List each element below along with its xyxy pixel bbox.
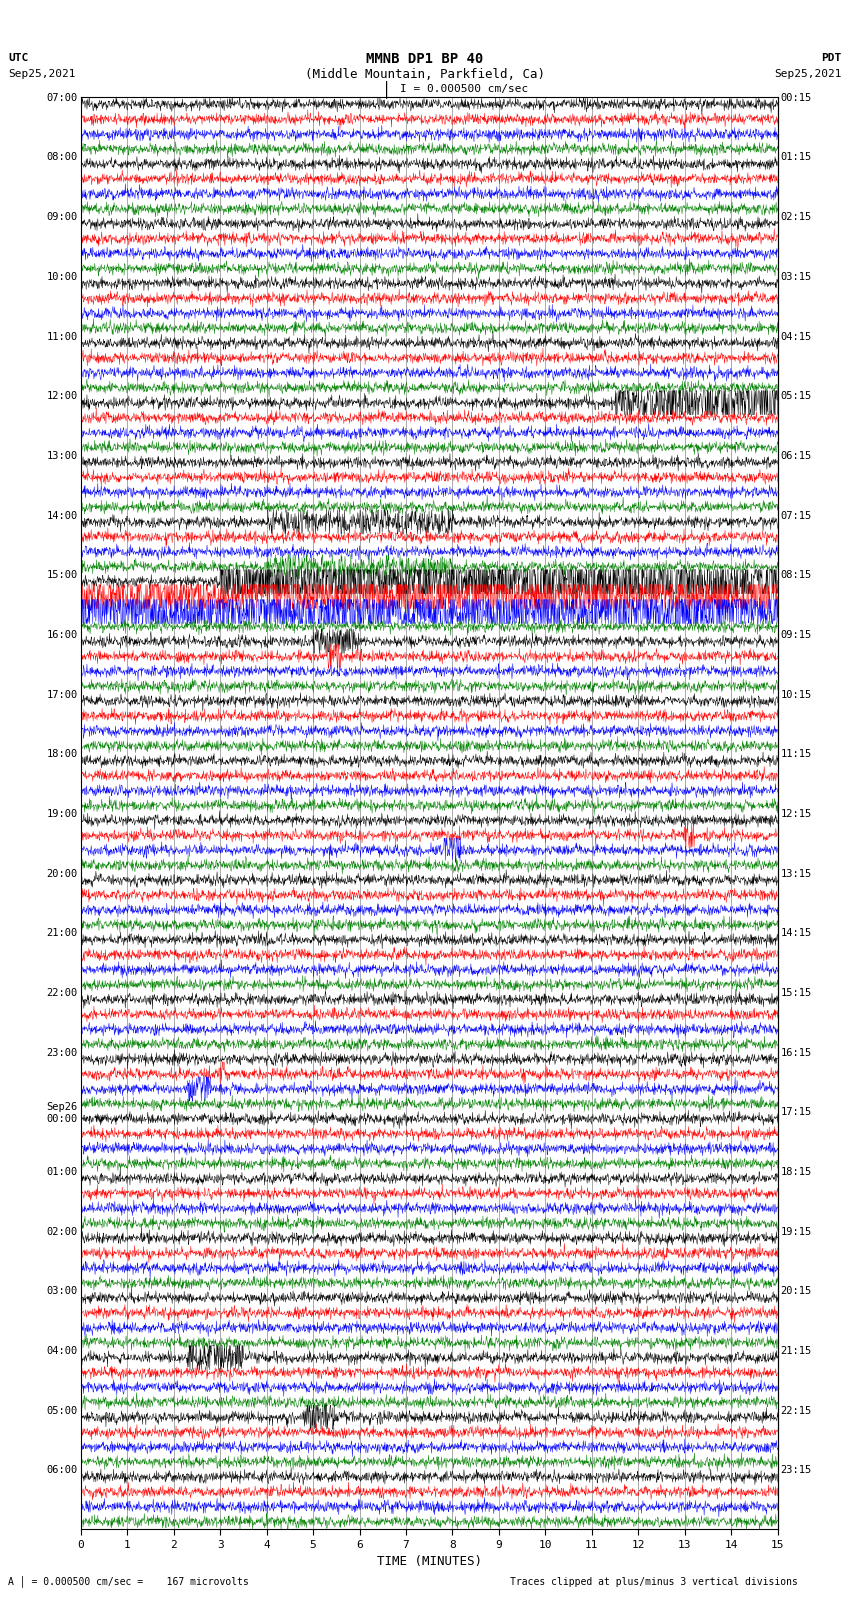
Text: PDT: PDT (821, 53, 842, 63)
Text: │: │ (382, 81, 391, 98)
Text: UTC: UTC (8, 53, 29, 63)
Text: I = 0.000500 cm/sec: I = 0.000500 cm/sec (400, 84, 528, 94)
Text: Sep25,2021: Sep25,2021 (774, 69, 842, 79)
Text: Sep25,2021: Sep25,2021 (8, 69, 76, 79)
X-axis label: TIME (MINUTES): TIME (MINUTES) (377, 1555, 482, 1568)
Text: Traces clipped at plus/minus 3 vertical divisions: Traces clipped at plus/minus 3 vertical … (510, 1578, 798, 1587)
Text: A │ = 0.000500 cm/sec =    167 microvolts: A │ = 0.000500 cm/sec = 167 microvolts (8, 1576, 249, 1587)
Text: MMNB DP1 BP 40: MMNB DP1 BP 40 (366, 52, 484, 66)
Text: (Middle Mountain, Parkfield, Ca): (Middle Mountain, Parkfield, Ca) (305, 68, 545, 81)
